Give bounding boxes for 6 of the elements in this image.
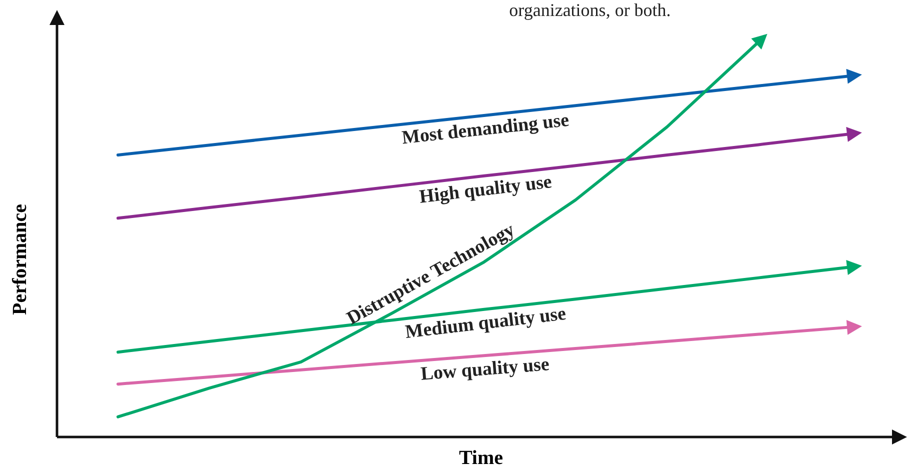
series-label: Low quality use [420, 354, 550, 385]
text: High quality use [418, 172, 553, 208]
x-axis-title: Time [458, 447, 504, 469]
text: Most demanding use [400, 110, 570, 149]
y-axis-title: Performance [9, 204, 31, 316]
text: organizations, or both. [509, 0, 671, 20]
